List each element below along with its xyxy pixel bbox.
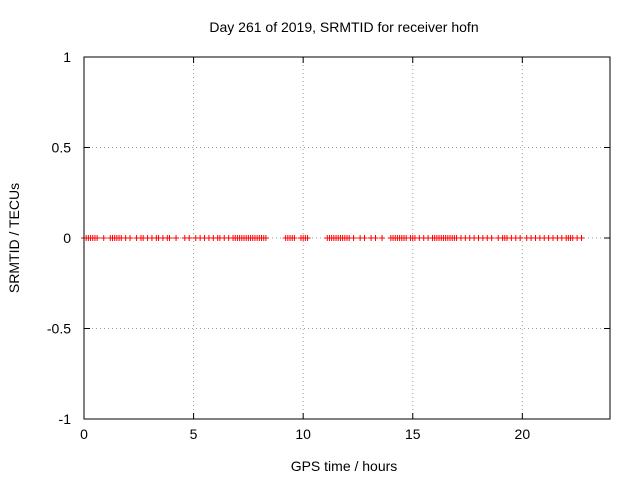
data-point	[100, 235, 107, 241]
data-point	[127, 235, 134, 241]
data-point	[262, 235, 269, 241]
chart-title: Day 261 of 2019, SRMTID for receiver hof…	[209, 19, 478, 35]
y-tick-label: -1	[59, 411, 72, 427]
data-point	[517, 235, 524, 241]
plot-frame	[83, 56, 611, 420]
data-point	[488, 235, 495, 241]
y-axis-label: SRMTID / TECUs	[6, 183, 22, 293]
data-point	[379, 235, 386, 241]
data-point	[173, 235, 180, 241]
data-point	[166, 235, 173, 241]
y-tick-label: 0.5	[52, 140, 72, 156]
y-tick-label: 1	[63, 49, 71, 65]
data-point	[186, 235, 193, 241]
data-point	[578, 235, 585, 241]
x-tick-label: 10	[295, 426, 311, 442]
y-tick-label: -0.5	[47, 321, 71, 337]
data-point	[372, 235, 379, 241]
data-point	[350, 235, 357, 241]
axis-ticks: 0 5 10 15 20 -1 -0.5 0 0.5 1	[47, 49, 610, 442]
data-points	[81, 235, 585, 241]
x-tick-label: 0	[80, 426, 88, 442]
x-tick-label: 20	[515, 426, 531, 442]
x-tick-label: 15	[405, 426, 421, 442]
data-point	[291, 235, 298, 241]
data-point	[94, 235, 101, 241]
y-tick-label: 0	[63, 230, 71, 246]
x-tick-label: 5	[190, 426, 198, 442]
data-point	[304, 235, 311, 241]
data-point	[361, 235, 368, 241]
x-axis-label: GPS time / hours	[291, 458, 398, 474]
